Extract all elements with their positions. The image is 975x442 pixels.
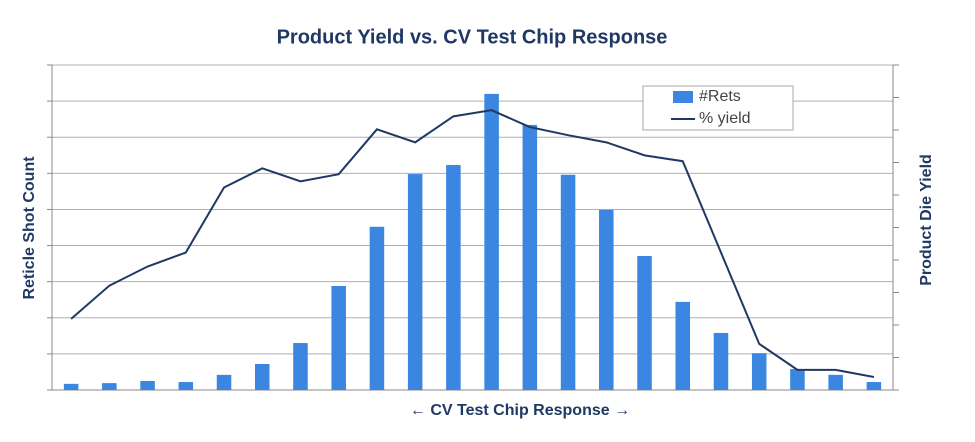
bar	[599, 209, 614, 390]
bar	[407, 174, 423, 390]
bar	[560, 174, 576, 390]
bar	[828, 374, 843, 390]
bar	[675, 301, 691, 390]
y-axis-label: Reticle Shot Count	[21, 156, 38, 300]
bar	[331, 286, 346, 390]
bar	[102, 383, 117, 390]
bar	[254, 364, 270, 390]
bar	[178, 382, 194, 390]
bar	[63, 383, 79, 390]
bar	[293, 343, 308, 390]
bar	[446, 165, 461, 390]
legend-label: #Rets	[699, 88, 741, 105]
bar	[713, 332, 729, 390]
chart-title: Product Yield vs. CV Test Chip Response	[277, 26, 668, 48]
bar	[484, 93, 499, 390]
legend-label: % yield	[699, 110, 751, 127]
bar	[369, 226, 385, 390]
bar	[140, 380, 155, 390]
bar	[216, 374, 232, 390]
bar	[522, 124, 538, 390]
bar	[790, 369, 805, 390]
bar	[866, 382, 882, 390]
line	[70, 109, 875, 378]
bar	[637, 256, 652, 390]
x-axis-label: ← CV Test Chip Response →	[410, 402, 630, 419]
legend-swatch	[673, 91, 693, 103]
bar	[751, 353, 767, 390]
legend-box	[642, 85, 794, 131]
y2-axis-label: Product Die Yield	[918, 154, 935, 286]
